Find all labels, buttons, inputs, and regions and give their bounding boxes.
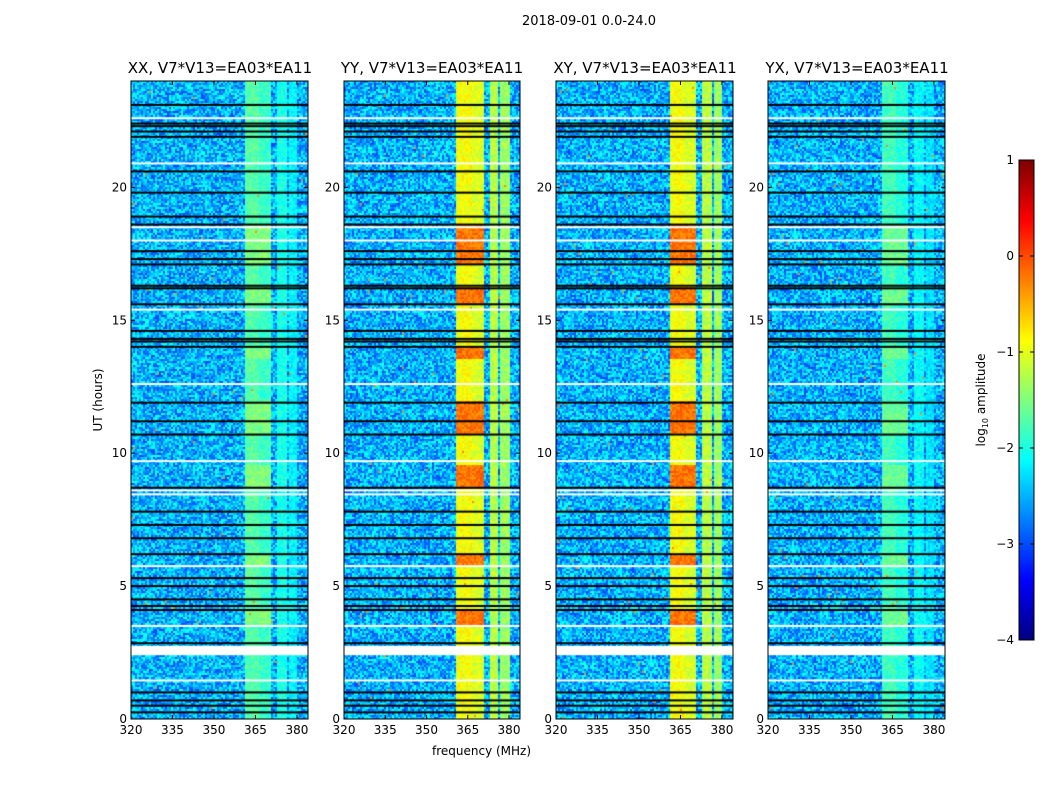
y-tick-label: 10 xyxy=(537,446,552,460)
y-tick-label: 15 xyxy=(749,313,764,327)
colorbar-tick-label: −3 xyxy=(996,537,1014,551)
colorbar-tick-label: 1 xyxy=(1006,153,1014,167)
y-tick-label: 10 xyxy=(749,446,764,460)
x-tick-label: 365 xyxy=(881,723,904,737)
heatmap-xy xyxy=(556,81,733,719)
colorbar-label: log10 amplitude xyxy=(973,353,991,447)
y-tick-label: 20 xyxy=(749,180,764,194)
y-tick-label: 15 xyxy=(325,313,340,327)
y-tick-label: 5 xyxy=(756,579,764,593)
x-tick-label: 320 xyxy=(120,723,143,737)
y-tick-label: 10 xyxy=(112,446,127,460)
panel-title-xx: XX, V7*V13=EA03*EA11 xyxy=(127,59,313,77)
colorbar-tick-label: −4 xyxy=(996,633,1014,647)
y-tick-label: 5 xyxy=(119,579,127,593)
x-tick-label: 380 xyxy=(285,723,308,737)
y-tick-label: 15 xyxy=(112,313,127,327)
x-tick-label: 365 xyxy=(244,723,267,737)
y-tick-label: 0 xyxy=(756,712,764,726)
y-tick-label: 0 xyxy=(119,712,127,726)
x-tick-label: 365 xyxy=(669,723,692,737)
y-tick-label: 20 xyxy=(537,180,552,194)
x-tick-label: 365 xyxy=(456,723,479,737)
y-tick-label: 20 xyxy=(112,180,127,194)
x-tick-label: 380 xyxy=(498,723,521,737)
panel-title-xy: XY, V7*V13=EA03*EA11 xyxy=(553,59,737,77)
x-axis-label: frequency (MHz) xyxy=(432,744,532,758)
panel-title-yx: YX, V7*V13=EA03*EA11 xyxy=(765,59,949,77)
panel-frame-1 xyxy=(343,80,521,720)
colorbar-tick-label: −2 xyxy=(996,441,1014,455)
x-tick-label: 380 xyxy=(710,723,733,737)
colorbar xyxy=(1019,160,1034,640)
panel-frame-3 xyxy=(767,80,946,720)
colorbar-frame xyxy=(1018,159,1035,641)
y-tick-label: 0 xyxy=(544,712,552,726)
colorbar-tick-label: −1 xyxy=(996,345,1014,359)
x-tick-label: 335 xyxy=(161,723,184,737)
x-tick-label: 350 xyxy=(203,723,226,737)
x-tick-label: 350 xyxy=(840,723,863,737)
x-tick-label: 335 xyxy=(586,723,609,737)
figure-title: 2018-09-01 0.0-24.0 xyxy=(522,14,656,29)
heatmap-xx xyxy=(131,81,308,719)
y-tick-label: 10 xyxy=(325,446,340,460)
y-tick-label: 0 xyxy=(332,712,340,726)
x-tick-label: 320 xyxy=(757,723,780,737)
x-tick-label: 335 xyxy=(374,723,397,737)
panel-frame-2 xyxy=(555,80,734,720)
y-tick-label: 20 xyxy=(325,180,340,194)
heatmap-yx xyxy=(768,81,945,719)
x-tick-label: 335 xyxy=(798,723,821,737)
panel-frame-0 xyxy=(130,80,309,720)
x-tick-label: 350 xyxy=(415,723,438,737)
x-tick-label: 320 xyxy=(545,723,568,737)
x-tick-label: 350 xyxy=(628,723,651,737)
colorbar-tick-label: 0 xyxy=(1006,249,1014,263)
heatmap-yy xyxy=(344,81,520,719)
y-tick-label: 5 xyxy=(544,579,552,593)
panel-title-yy: YY, V7*V13=EA03*EA11 xyxy=(340,59,524,77)
y-tick-label: 5 xyxy=(332,579,340,593)
y-axis-label: UT (hours) xyxy=(91,368,105,432)
x-tick-label: 380 xyxy=(922,723,945,737)
y-tick-label: 15 xyxy=(537,313,552,327)
x-tick-label: 320 xyxy=(333,723,356,737)
